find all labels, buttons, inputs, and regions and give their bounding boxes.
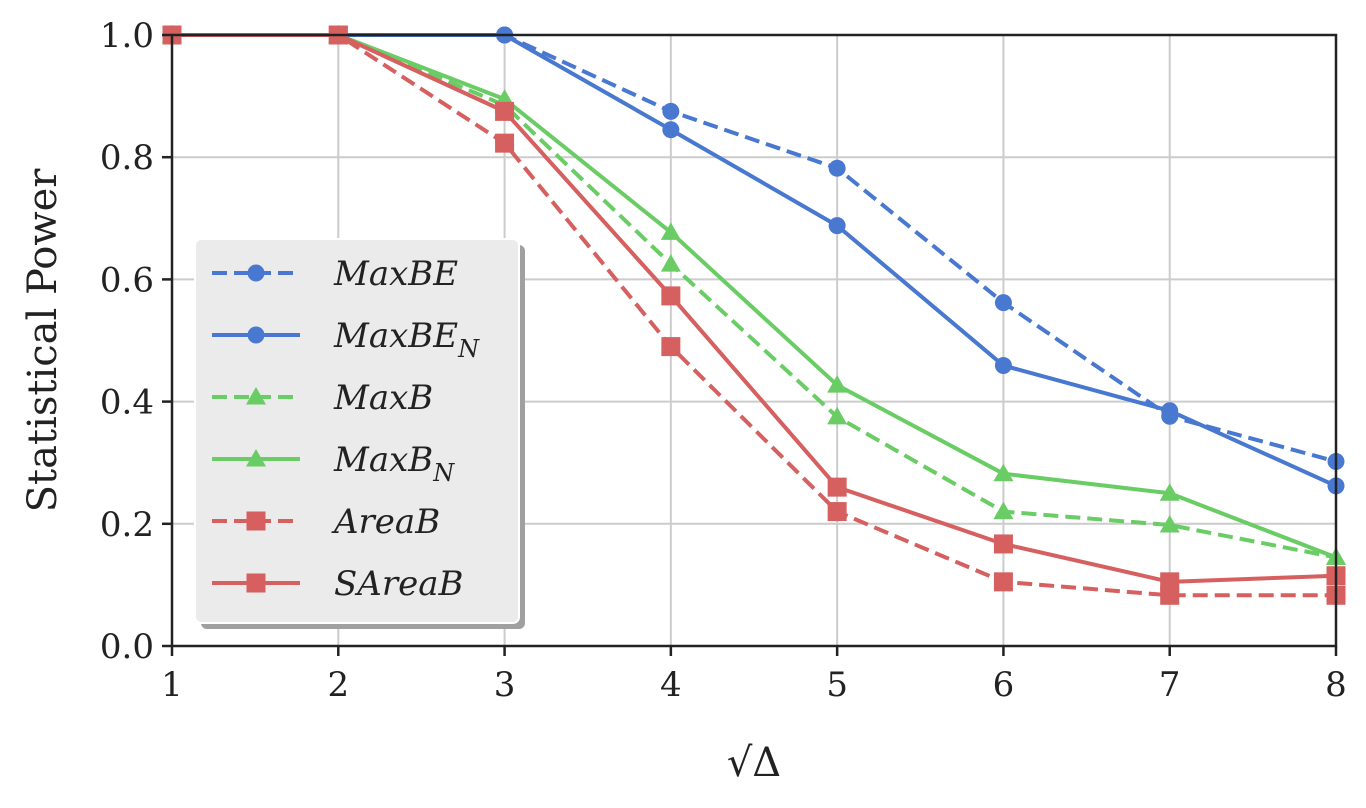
x-tick-label: 3: [494, 665, 516, 705]
legend-entry: MaxBEN: [212, 316, 480, 363]
data-point: [660, 254, 681, 272]
plot-frame: [170, 33, 1338, 648]
x-tick-label: 8: [1325, 665, 1347, 705]
legend-entry: SAreaB: [212, 564, 463, 604]
legend-label: SAreaB: [334, 564, 463, 604]
data-point: [828, 217, 846, 235]
ticks: 1 2 3 4 5 6 7 8 0.0 0.2 0.4 0.6 0.8 1.0: [100, 16, 1347, 705]
data-point: [1161, 402, 1179, 420]
legend-items: MaxBE MaxBEN MaxB MaxBN AreaB SAreaB: [212, 254, 480, 604]
series-line: [172, 33, 1336, 598]
series-line: [172, 33, 1337, 464]
data-point: [993, 534, 1013, 554]
data-point: [1159, 483, 1180, 501]
series-layer: [162, 25, 1346, 605]
legend-marker: [246, 573, 266, 593]
data-point: [1160, 572, 1180, 592]
data-point: [994, 294, 1012, 312]
legend-marker: [247, 326, 265, 344]
series-sareab: [162, 25, 1346, 592]
y-tick-label: 0.4: [100, 383, 154, 423]
data-point: [662, 102, 680, 120]
series-line: [172, 33, 1337, 584]
y-tick-label: 0.8: [100, 138, 154, 178]
y-tick-label: 0.0: [100, 627, 154, 667]
data-point: [993, 572, 1013, 592]
x-tick-label: 1: [161, 665, 183, 705]
data-point: [495, 133, 515, 153]
legend-label: MaxBE: [333, 254, 458, 294]
y-tick-label: 1.0: [100, 16, 154, 56]
data-point: [661, 337, 681, 357]
y-tick-label: 0.2: [100, 505, 154, 545]
data-point: [661, 286, 681, 306]
data-point: [660, 222, 681, 240]
legend-entry: MaxBN: [212, 440, 455, 487]
legend-label: MaxBEN: [333, 316, 480, 363]
data-point: [495, 101, 515, 121]
data-point: [827, 477, 847, 497]
legend-marker: [246, 511, 266, 531]
x-tick-label: 2: [327, 665, 349, 705]
data-point: [828, 159, 846, 177]
x-tick-label: 4: [660, 665, 682, 705]
data-point: [827, 502, 847, 522]
legend-marker: [247, 264, 265, 282]
data-point: [827, 375, 848, 393]
legend-entry: MaxBE: [212, 254, 458, 294]
legend-entry: MaxB: [212, 378, 433, 418]
data-point: [827, 406, 848, 425]
legend-marker: [246, 387, 266, 405]
y-tick-label: 0.6: [100, 260, 154, 300]
x-tick-label: 5: [826, 665, 848, 705]
legend-label: MaxBN: [333, 440, 455, 487]
x-axis-label: √Δ: [727, 740, 781, 786]
series-line: [172, 33, 1337, 560]
legend-entry: AreaB: [212, 502, 440, 542]
data-point: [993, 501, 1014, 520]
legend-label: MaxB: [333, 378, 433, 418]
data-point: [662, 121, 680, 139]
legend-marker: [246, 449, 266, 467]
legend: MaxBE MaxBEN MaxB MaxBN AreaB SAreaB: [194, 238, 525, 629]
data-point: [1159, 515, 1180, 533]
x-tick-label: 6: [993, 665, 1015, 705]
x-tick-label: 7: [1159, 665, 1181, 705]
y-axis-label: Statistical Power: [20, 168, 66, 513]
legend-label: AreaB: [331, 502, 440, 542]
data-point: [993, 463, 1014, 482]
data-point: [994, 357, 1012, 375]
